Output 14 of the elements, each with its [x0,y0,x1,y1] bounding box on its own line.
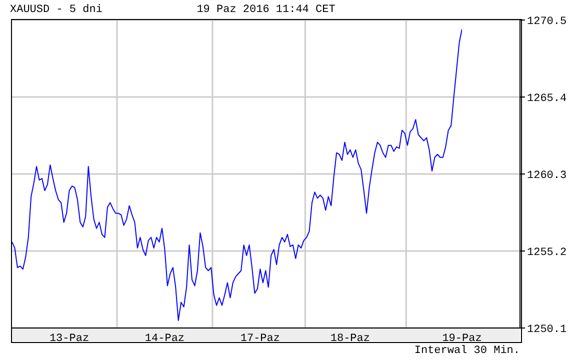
y-tick-label: 1250.1 [527,324,568,336]
x-tick-label: 19-Paz [442,333,482,345]
line-series [12,28,462,321]
y-tick-label: 1260.3 [527,170,567,182]
x-tick-label: 18-Paz [330,333,370,345]
text: Interwal 30 Min. [414,345,520,357]
y-tick-label: 1270.5 [527,16,567,28]
x-tick-label: 13-Paz [49,333,90,345]
chart-subtitle: 19 Paz 2016 11:44 CET [196,4,336,16]
x-tick-label: 17-Paz [240,333,280,345]
y-tick-label: 1265.4 [527,92,568,105]
y-tick-label: 1255.2 [527,246,567,259]
chart-title: XAUUSD - 5 dni [10,4,102,16]
x-tick-label: 14-Paz [144,333,185,345]
